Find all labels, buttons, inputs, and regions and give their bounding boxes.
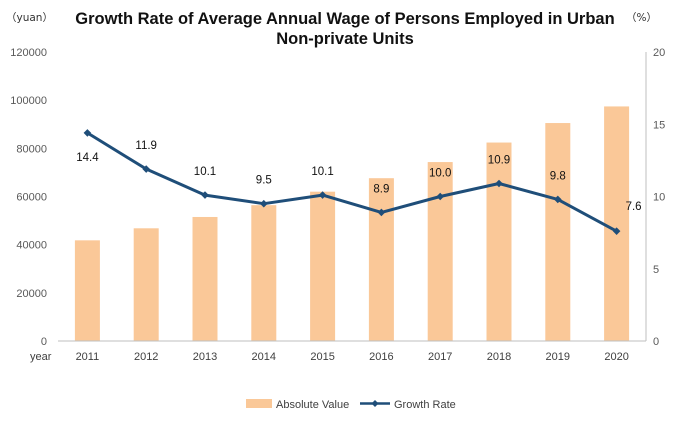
bar-2016: [368, 178, 394, 341]
legend-swatch-absolute-value: [246, 399, 272, 408]
data-label-2015: 10.1: [311, 166, 333, 178]
growth-rate-marker-2012: [142, 165, 150, 173]
x-tick-label: 2017: [428, 351, 452, 363]
y-left-tick-label: 40000: [16, 240, 47, 252]
y-left-tick-label: 0: [41, 336, 47, 348]
growth-rate-marker-2013: [201, 191, 209, 199]
chart-title-line1: Growth Rate of Average Annual Wage of Pe…: [75, 10, 614, 28]
data-labels: 14.4 11.9 10.1 9.5 10.1 8.9 10.0 10.9 9.8 7.6: [76, 140, 641, 213]
y-left-tick-label: 120000: [10, 47, 47, 59]
growth-rate-marker-2011: [83, 129, 92, 137]
growth-rate-marker-2014: [260, 199, 268, 208]
bar-2018: [486, 142, 512, 341]
growth-rate-marker-2018: [495, 179, 503, 188]
y-left-tick-label: 60000: [16, 192, 47, 204]
bar-2014: [251, 205, 277, 341]
x-tick-label: 2020: [604, 351, 628, 363]
legend-label-absolute-value: Absolute Value: [276, 399, 349, 411]
bar-2013: [192, 216, 218, 341]
bar-2019: [545, 123, 571, 341]
y-right-tick-label: 0: [653, 336, 659, 348]
legend-label-growth-rate: Growth Rate: [394, 399, 456, 411]
y-right-tick-label: 20: [653, 47, 665, 59]
y-left-tick-label: 80000: [16, 143, 47, 155]
x-tick-label: 2015: [310, 351, 334, 363]
x-tick-label: 2018: [487, 351, 511, 363]
legend-marker-growth-rate: [371, 400, 379, 407]
growth-rate-marker-2017: [436, 192, 444, 201]
bar-2011: [74, 240, 100, 341]
growth-rate-marker-2020: [612, 227, 621, 235]
y-left-axis: 0 20000 40000 60000 80000 100000 120000: [10, 47, 47, 348]
data-label-2013: 10.1: [194, 166, 216, 178]
growth-rate-marker-2015: [318, 191, 327, 199]
legend: Absolute Value Growth Rate: [246, 399, 456, 411]
y-right-tick-label: 15: [653, 119, 665, 131]
x-tick-label: 2011: [76, 351, 100, 363]
x-tick-label: 2019: [546, 351, 570, 363]
line-series: [83, 129, 621, 235]
bar-2015: [310, 191, 336, 341]
y-right-unit: （%）: [626, 12, 657, 24]
y-left-unit: （yuan）: [6, 12, 53, 24]
chart-title-line2: Non-private Units: [276, 30, 414, 48]
bar-2017: [427, 162, 453, 341]
y-left-tick-label: 20000: [16, 288, 47, 300]
x-tick-label: 2013: [193, 351, 217, 363]
data-label-2012: 11.9: [135, 140, 157, 152]
data-label-2016: 8.9: [373, 183, 389, 195]
x-tick-label: 2014: [252, 351, 276, 363]
data-label-2020: 7.6: [626, 201, 642, 213]
data-label-2014: 9.5: [256, 175, 272, 187]
growth-rate-line: [86, 131, 618, 233]
data-label-2011: 14.4: [76, 152, 99, 164]
y-right-tick-label: 10: [653, 192, 665, 204]
x-tick-label: 2016: [369, 351, 393, 363]
growth-rate-marker-2016: [377, 208, 386, 217]
bar-series: [74, 106, 630, 341]
data-label-2018: 10.9: [488, 154, 510, 166]
y-right-tick-label: 5: [653, 264, 659, 276]
data-label-2019: 9.8: [550, 170, 566, 182]
x-axis-label: year: [30, 351, 52, 363]
y-left-tick-label: 100000: [10, 95, 47, 107]
bar-2020: [604, 106, 630, 341]
y-right-axis: 0 5 10 15 20: [653, 47, 665, 348]
x-axis-ticks: 2011 2012 2013 2014 2015 2016 2017 2018 2019 2020: [76, 351, 629, 363]
x-tick-label: 2012: [134, 351, 158, 363]
growth-rate-marker-2019: [554, 195, 562, 204]
bar-2012: [133, 228, 159, 341]
data-label-2017: 10.0: [429, 168, 451, 180]
